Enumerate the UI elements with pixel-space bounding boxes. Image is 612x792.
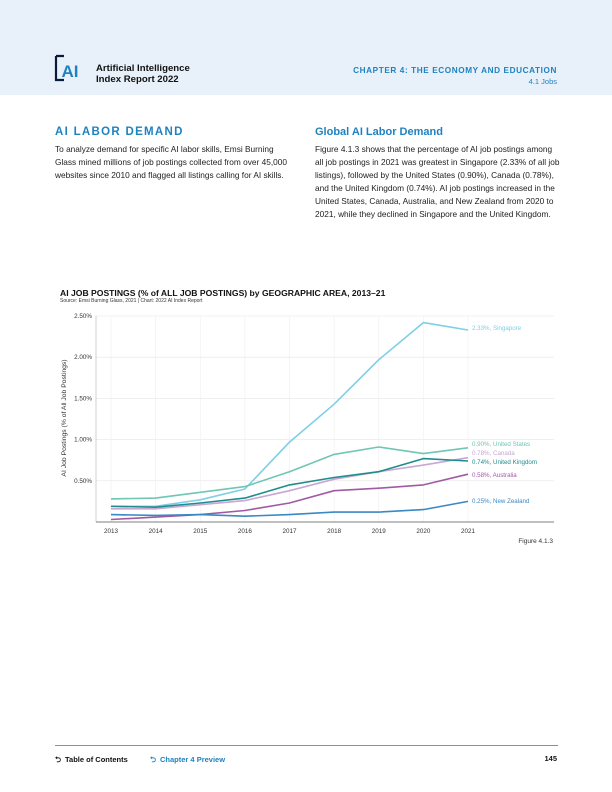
data-label: 0.78%, Canada [472,450,515,457]
x-tick-label: 2017 [282,528,297,535]
subsection-heading: Global AI Labor Demand [315,126,443,138]
chart-source: Source: Emsi Burning Glass, 2021 | Chart… [60,298,203,304]
series-line-australia [110,473,469,521]
x-tick-label: 2015 [193,528,208,535]
report-title-line2: Index Report 2022 [96,74,179,85]
x-tick-label: 2014 [149,528,164,535]
right-body-text: Figure 4.1.3 shows that the percentage o… [315,144,560,219]
x-tick-label: 2013 [104,528,119,535]
return-arrow-icon: ⮌ [150,755,157,764]
figure-label: Figure 4.1.3 [518,538,553,545]
data-label: 0.58%, Australia [472,472,517,479]
series-line-canada [111,456,469,510]
data-label: 0.25%, New Zealand [472,498,530,505]
series-line-united-kingdom [110,457,469,509]
series-line-singapore [111,321,469,508]
right-column: Global AI Labor Demand Figure 4.1.3 show… [315,126,561,221]
x-tick-label: 2019 [372,528,387,535]
chapter-subsection: 4.1 Jobs [528,77,557,86]
x-tick-label: 2018 [327,528,342,535]
data-label: 0.90%, United States [472,441,530,448]
series-line-new-zealand [110,500,469,518]
header-band [0,0,612,95]
page-number: 145 [544,754,557,763]
series-line-united-states [110,446,469,500]
x-tick-label: 2016 [238,528,253,535]
y-tick-label: 2.00% [74,354,92,361]
footer-rule [55,745,558,746]
y-tick-label: 1.50% [74,395,92,402]
report-title: Artificial Intelligence Index Report 202… [96,63,216,85]
chart-title: AI JOB POSTINGS (% of ALL JOB POSTINGS) … [60,288,386,298]
data-label: 0.74%, United Kingdom [472,459,537,466]
data-label: 2.33%, Singapore [472,325,522,332]
x-tick-label: 2020 [416,528,431,535]
preview-label: Chapter 4 Preview [160,755,226,764]
left-column: AI LABOR DEMAND To analyze demand for sp… [55,126,295,182]
chapter-title: CHAPTER 4: THE ECONOMY AND EDUCATION [353,66,557,75]
y-tick-label: 0.50% [74,478,92,485]
y-tick-label: 1.00% [74,437,92,444]
toc-label: Table of Contents [65,755,128,764]
y-tick-label: 2.50% [74,313,92,320]
y-axis-label: AI Job Postings (% of All Job Postings) [61,359,68,476]
table-of-contents-link[interactable]: ⮌ Table of Contents [55,754,128,767]
left-body-text: To analyze demand for specific AI labor … [55,144,287,180]
chapter-preview-link[interactable]: ⮌ Chapter 4 Preview [150,754,225,767]
svg-text:AI: AI [62,62,79,81]
x-tick-label: 2021 [461,528,476,535]
report-title-line1: Artificial Intelligence [96,63,190,74]
return-arrow-icon: ⮌ [55,755,62,764]
ai-index-logo: AI [54,54,79,82]
section-heading: AI LABOR DEMAND [55,126,184,138]
